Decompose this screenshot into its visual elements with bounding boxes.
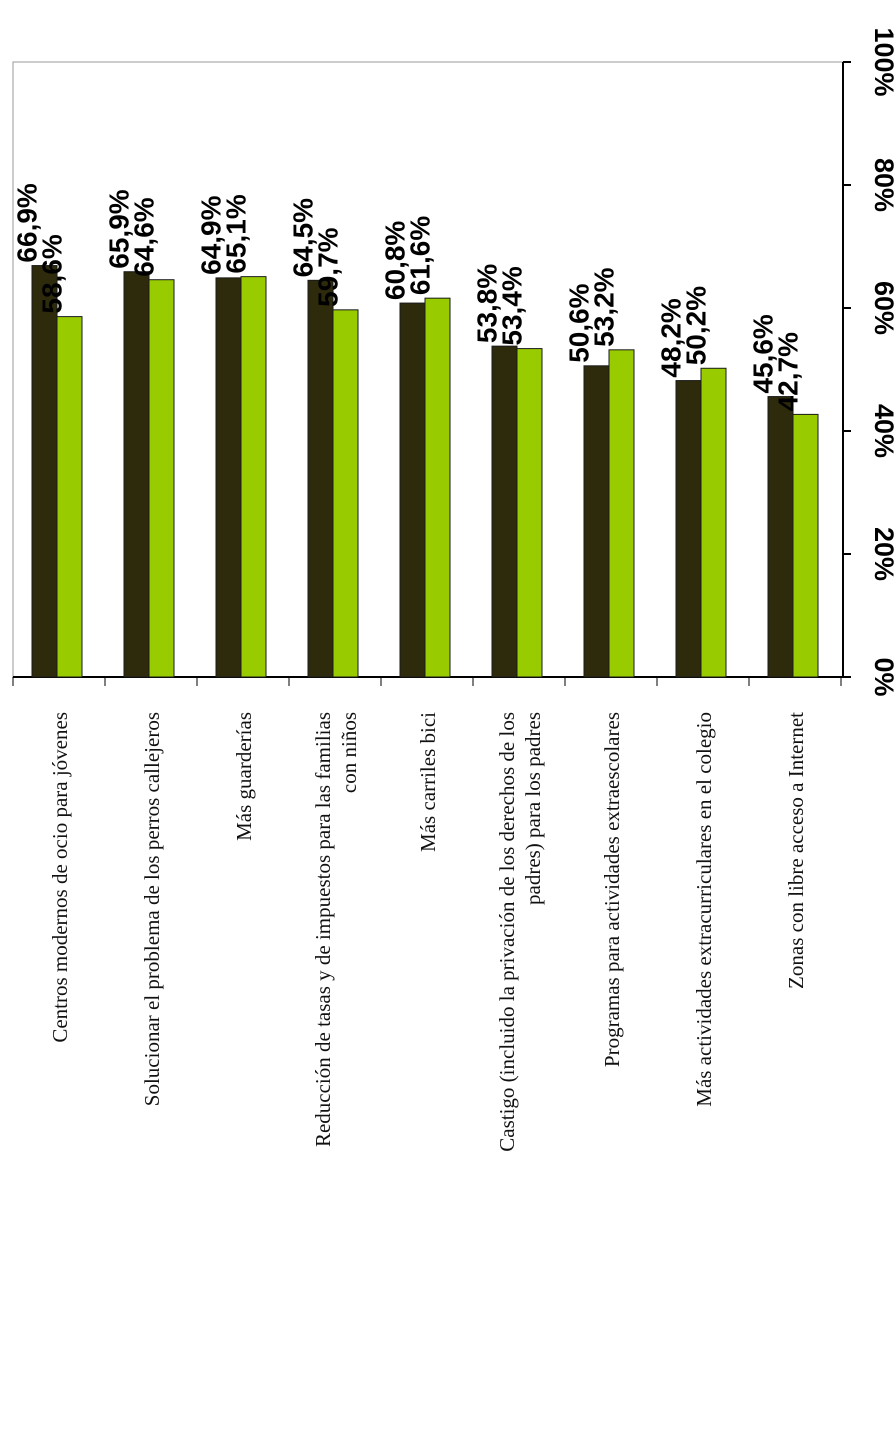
bar-series1-7 (583, 365, 610, 678)
data-label-series2-8: 50,2% (681, 286, 712, 365)
bar-series2-1 (56, 316, 83, 678)
bar-series1-3 (215, 277, 242, 678)
bar-series1-9 (767, 396, 794, 678)
bar-series1-8 (675, 380, 702, 678)
data-label-series1-4: 64,5% (288, 198, 319, 277)
bar-series1-1 (31, 265, 58, 678)
data-label-series1-3: 64,9% (196, 195, 227, 274)
bar-series1-5 (399, 302, 426, 678)
category-label-6: Castigo (incluido la privación de los de… (495, 712, 519, 1152)
data-label-series1-1: 66,9% (12, 183, 43, 262)
data-label-series2-6: 53,4% (497, 266, 528, 345)
bar-series2-7 (608, 349, 635, 678)
data-label-series1-2: 65,9% (104, 189, 135, 268)
bar-series2-6 (516, 348, 543, 678)
bar-series2-3 (240, 276, 267, 678)
category-label-5: Más carriles bici (416, 712, 440, 852)
category-label-6: padres) para los padres (521, 712, 545, 905)
data-label-series1-7: 50,6% (564, 283, 595, 362)
category-label-3: Más guarderías (232, 712, 256, 841)
data-label-series2-7: 53,2% (589, 267, 620, 346)
category-label-9: Zonas con libre acceso a Internet (784, 712, 808, 989)
bar-series2-4 (332, 309, 359, 678)
category-label-4: con niños (337, 712, 361, 793)
bar-series2-2 (148, 279, 175, 678)
value-tick-label: 100% (869, 27, 895, 96)
bar-series2-9 (792, 413, 819, 678)
data-label-series2-3: 65,1% (221, 194, 252, 273)
bar-series1-6 (491, 345, 518, 678)
data-label-series2-4: 59,7% (313, 227, 344, 306)
data-label-series2-1: 58,6% (37, 234, 68, 313)
value-tick-label: 60% (869, 281, 895, 335)
value-tick-label: 0% (869, 657, 895, 696)
data-label-series1-5: 60,8% (380, 221, 411, 300)
category-label-2: Solucionar el problema de los perros cal… (140, 712, 164, 1106)
data-label-series1-8: 48,2% (656, 298, 687, 377)
value-tick-label: 40% (869, 404, 895, 458)
category-label-8: Más actividades extracurriculares en el … (692, 712, 716, 1107)
bar-series2-8 (700, 367, 727, 678)
category-label-4: Reducción de tasas y de impuestos para l… (311, 712, 335, 1147)
value-tick-label: 20% (869, 527, 895, 581)
data-label-series1-6: 53,8% (472, 264, 503, 343)
value-tick-label: 80% (869, 158, 895, 212)
bar-series2-5 (424, 297, 451, 678)
data-label-series1-9: 45,6% (748, 314, 779, 393)
data-label-series2-2: 64,6% (129, 197, 160, 276)
category-label-1: Centros modernos de ocio para jóvenes (48, 712, 72, 1043)
bar-series1-2 (123, 271, 150, 678)
category-label-7: Programas para actividades extraescolare… (600, 712, 624, 1067)
data-label-series2-5: 61,6% (405, 216, 436, 295)
bar-series1-4 (307, 279, 334, 678)
data-label-series2-9: 42,7% (773, 332, 804, 411)
